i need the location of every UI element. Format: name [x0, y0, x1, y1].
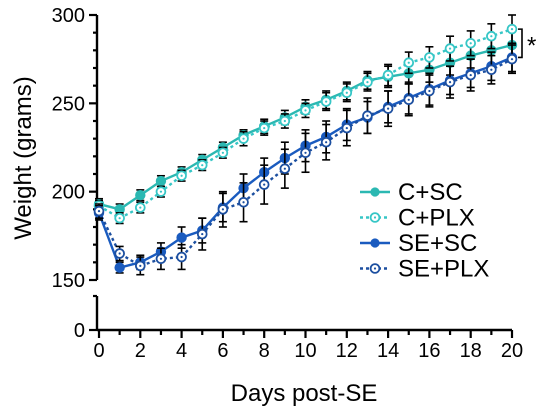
- data-point: [114, 262, 125, 273]
- data-point-center: [139, 264, 142, 267]
- data-point-center: [118, 217, 121, 220]
- series-line: [98, 27, 513, 220]
- x-tick-label: 0: [93, 340, 104, 362]
- x-tick-label: 10: [294, 340, 316, 362]
- y-tick-label: 150: [52, 270, 85, 292]
- x-tick-label: 18: [460, 340, 482, 362]
- data-point-center: [366, 114, 369, 117]
- y-axis-title: Weight (grams): [10, 76, 37, 240]
- data-point-center: [159, 257, 163, 260]
- data-point-center: [345, 91, 348, 94]
- data-point-center: [366, 81, 369, 84]
- data-point-center: [325, 141, 328, 144]
- data-point-center: [263, 183, 266, 186]
- legend-label: C+PLX: [398, 205, 475, 232]
- legend-item: SE+PLX: [360, 256, 489, 283]
- legend-label: SE+SC: [398, 230, 477, 257]
- x-tick-label: 14: [377, 340, 399, 362]
- data-point-center: [304, 109, 307, 112]
- legend-item: C+PLX: [360, 205, 475, 232]
- data-point-center: [490, 35, 493, 38]
- data-point-center: [428, 56, 431, 59]
- significance-star: *: [527, 32, 536, 59]
- data-point-center: [469, 73, 472, 77]
- data-point-center: [325, 100, 328, 103]
- data-point: [155, 175, 167, 187]
- data-point-center: [304, 151, 307, 154]
- data-point-center: [448, 47, 452, 50]
- data-point-center: [469, 42, 472, 45]
- data-point-center: [159, 190, 163, 193]
- legend-label: C+SC: [398, 179, 463, 206]
- y-tick-label-lower: 0: [74, 320, 85, 342]
- data-point-center: [242, 201, 245, 204]
- data-point-center: [407, 98, 410, 101]
- data-point-center: [407, 61, 410, 64]
- data-point-center: [387, 73, 390, 77]
- data-point-center: [387, 107, 390, 110]
- significance-bracket: [518, 28, 523, 59]
- data-point-center: [201, 232, 204, 236]
- data-point-center: [221, 208, 224, 211]
- data-point: [135, 189, 146, 201]
- legend-item: C+SC: [360, 179, 463, 206]
- legend-label: SE+PLX: [398, 256, 489, 283]
- series-group: [93, 14, 518, 276]
- data-point-center: [180, 174, 183, 177]
- data-point-center: [221, 151, 224, 154]
- legend-swatch-marker-center: [373, 267, 377, 270]
- axes-group: 150 200 250 300 00 2 4 6 8 10 12 14 16 18 20: [52, 5, 524, 362]
- data-point-center: [283, 119, 286, 123]
- data-point-center: [118, 252, 121, 255]
- data-point-center: [345, 126, 348, 130]
- y-tick-label: 250: [52, 93, 85, 115]
- data-point-center: [139, 206, 142, 209]
- data-point-center: [448, 81, 452, 84]
- data-point-center: [263, 126, 266, 130]
- data-point-center: [180, 255, 183, 259]
- series-se-plx: [93, 44, 518, 276]
- x-axis-title: Days post-SE: [231, 380, 378, 407]
- y-tick-label: 200: [52, 182, 85, 204]
- x-tick-label: 16: [418, 340, 440, 362]
- x-tick-label: 4: [176, 340, 187, 362]
- legend-swatch-marker: [370, 238, 380, 248]
- x-tick-label: 20: [501, 340, 523, 362]
- x-tick-label: 2: [135, 340, 146, 362]
- y-tick-label: 300: [52, 5, 85, 27]
- legend-swatch-marker-center: [373, 216, 377, 219]
- data-point: [176, 232, 187, 243]
- data-point-center: [510, 58, 514, 61]
- x-tick-label: 6: [217, 340, 228, 362]
- data-point-center: [510, 28, 514, 31]
- data-point-center: [428, 89, 431, 93]
- annotation-group: *: [518, 28, 536, 59]
- data-point-center: [201, 164, 204, 167]
- legend-item: SE+SC: [360, 230, 477, 257]
- data-point-center: [490, 68, 493, 71]
- data-point-center: [242, 137, 245, 140]
- data-point-center: [283, 167, 286, 170]
- data-point-center: [97, 210, 101, 213]
- legend-swatch-marker: [370, 187, 380, 197]
- x-tick-label: 12: [336, 340, 358, 362]
- x-tick-label: 8: [259, 340, 270, 362]
